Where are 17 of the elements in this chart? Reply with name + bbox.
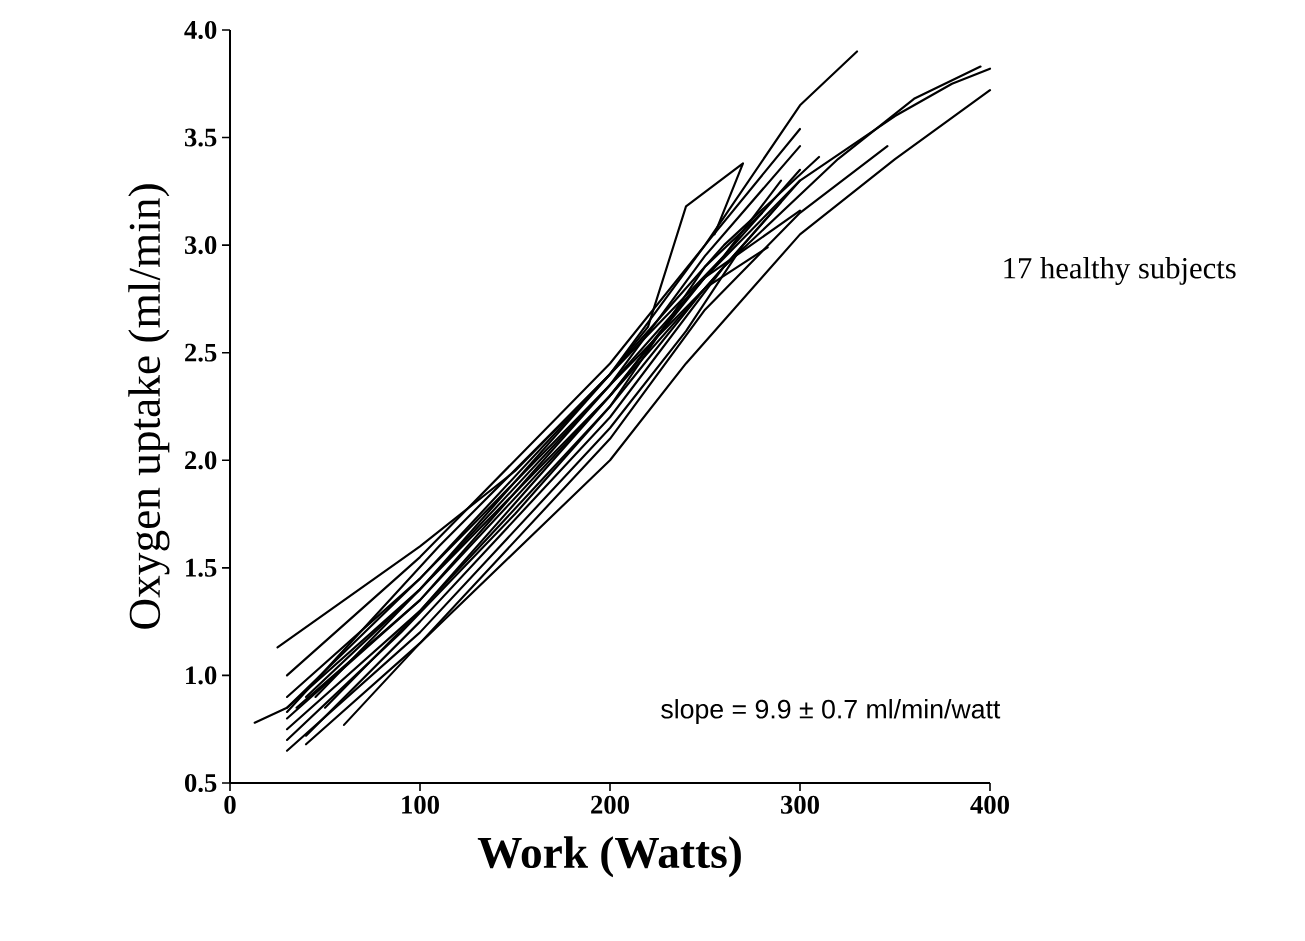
annotation: slope = 9.9 ± 0.7 ml/min/watt bbox=[661, 699, 1001, 724]
x-tick-label: 200 bbox=[591, 795, 629, 814]
y-tick-label: 0.5 bbox=[184, 773, 217, 793]
y-tick-label: 1.5 bbox=[186, 558, 217, 577]
x-tick-label: 400 bbox=[970, 795, 1009, 814]
y-tick-label: 2.0 bbox=[185, 451, 217, 470]
y-tick-label: 3.5 bbox=[184, 128, 217, 147]
y-tick-label: 4.0 bbox=[184, 20, 217, 40]
y-tick-label: 2.5 bbox=[185, 343, 217, 362]
y-tick-label: 1.0 bbox=[186, 666, 217, 685]
y-axis-title: Oxygen uptake (ml/min) bbox=[128, 184, 170, 629]
x-axis-title: Work (Watts) bbox=[477, 836, 741, 878]
x-tick-label: 100 bbox=[402, 795, 439, 814]
text: 17 healthy subjects bbox=[1004, 256, 1236, 285]
y-tick-label: 3.0 bbox=[184, 236, 217, 255]
x-tick-label: 300 bbox=[781, 795, 819, 814]
x-tick-label: 0 bbox=[224, 795, 236, 814]
